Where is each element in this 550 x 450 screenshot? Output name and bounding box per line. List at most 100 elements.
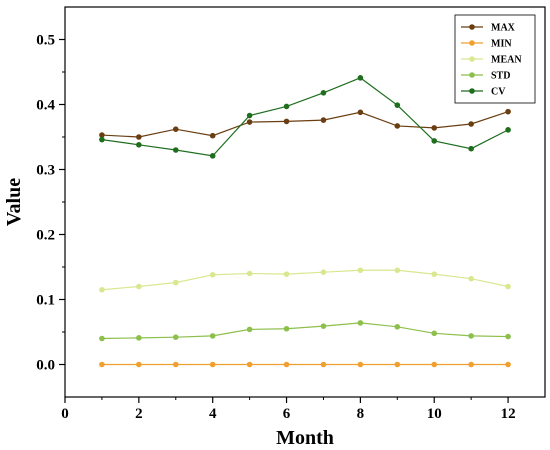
data-point-mean	[394, 267, 401, 274]
data-point-cv	[468, 145, 474, 152]
data-point-cv	[136, 142, 142, 148]
legend-label-min: MIN	[491, 39, 512, 50]
data-point-std	[209, 333, 216, 339]
legend-marker-min	[469, 40, 475, 46]
data-point-min	[431, 361, 438, 368]
y-tick-label: 0.5	[36, 33, 55, 49]
data-point-max	[99, 132, 105, 138]
data-point-std	[505, 333, 511, 340]
data-point-min	[357, 361, 364, 368]
series-line-mean	[101, 269, 509, 291]
data-point-min	[468, 361, 474, 368]
series-line-max	[101, 111, 509, 138]
data-point-cv	[209, 153, 216, 159]
legend-item-min: MIN	[461, 39, 512, 50]
data-point-std	[431, 330, 438, 337]
data-point-max	[246, 119, 253, 125]
data-point-cv	[394, 102, 401, 108]
data-point-cv	[99, 136, 105, 143]
legend: MAX MIN MEAN STD CV	[454, 14, 536, 104]
data-point-mean	[357, 267, 364, 274]
data-point-min	[172, 361, 179, 368]
y-tick-label: 0.4	[36, 98, 55, 114]
y-axis-title: Value	[3, 178, 25, 226]
y-axis: 0.0 0.1 0.2 0.3 0.4 0.5	[36, 33, 65, 374]
data-point-std	[357, 320, 364, 326]
y-tick-label: 0.0	[36, 358, 55, 374]
data-point-std	[246, 326, 253, 333]
series-line-std	[101, 322, 509, 340]
legend-marker-cv	[469, 88, 475, 94]
data-point-cv	[357, 75, 364, 81]
data-point-max	[394, 123, 401, 129]
data-point-min	[320, 361, 327, 368]
data-point-max	[505, 108, 511, 115]
data-point-cv	[505, 127, 511, 133]
data-point-mean	[468, 275, 474, 282]
data-point-max	[209, 132, 216, 139]
series-cv	[99, 75, 511, 159]
data-point-cv	[320, 90, 327, 96]
data-point-max	[431, 125, 438, 131]
legend-item-cv: CV	[461, 87, 506, 98]
data-point-max	[320, 117, 327, 123]
data-point-std	[283, 325, 290, 332]
data-point-min	[394, 361, 401, 368]
data-point-mean	[172, 279, 179, 286]
data-point-min	[99, 361, 105, 368]
data-point-cv	[246, 112, 253, 119]
legend-label-mean: MEAN	[491, 55, 522, 66]
series-min	[99, 361, 511, 368]
x-tick-label: 8	[357, 406, 365, 422]
data-point-std	[136, 335, 142, 341]
x-tick-label: 0	[61, 406, 69, 422]
data-point-std	[394, 324, 401, 330]
data-point-max	[283, 118, 290, 125]
data-point-mean	[320, 269, 327, 276]
x-tick-label: 6	[283, 406, 291, 422]
data-point-std	[99, 335, 105, 342]
data-point-std	[320, 323, 327, 329]
data-point-max	[468, 121, 474, 127]
y-tick-label: 0.3	[36, 163, 55, 179]
data-point-min	[136, 361, 142, 368]
data-point-min	[283, 361, 290, 368]
legend-marker-mean	[469, 56, 475, 62]
data-point-max	[357, 109, 364, 116]
series-line-cv	[101, 77, 509, 157]
legend-marker-max	[469, 24, 475, 30]
y-tick-label: 0.1	[36, 293, 55, 309]
legend-label-max: MAX	[491, 23, 516, 34]
x-tick-label: 12	[501, 406, 516, 422]
data-point-cv	[283, 103, 290, 110]
data-point-max	[172, 126, 179, 132]
x-tick-label: 2	[135, 406, 143, 422]
legend-item-std: STD	[461, 71, 510, 82]
data-point-mean	[136, 283, 142, 290]
x-axis-title: Month	[276, 427, 334, 449]
series-mean	[99, 267, 511, 293]
data-point-cv	[431, 138, 438, 144]
legend-item-mean: MEAN	[461, 55, 522, 66]
series-std	[99, 320, 511, 342]
y-tick-label: 0.2	[36, 228, 55, 244]
data-point-mean	[431, 271, 438, 277]
data-point-max	[136, 134, 142, 140]
legend-label-cv: CV	[491, 87, 506, 98]
data-point-min	[246, 361, 253, 368]
x-tick-label: 4	[209, 406, 217, 422]
data-point-std	[468, 333, 474, 339]
data-point-std	[172, 334, 179, 341]
data-point-mean	[283, 271, 290, 277]
data-point-cv	[172, 147, 179, 153]
legend-label-std: STD	[491, 71, 510, 82]
data-point-mean	[505, 283, 511, 290]
data-point-min	[505, 361, 511, 368]
data-point-mean	[209, 272, 216, 278]
legend-marker-std	[469, 72, 475, 78]
plot-area	[99, 75, 511, 368]
data-point-mean	[99, 286, 105, 293]
legend-item-max: MAX	[461, 23, 516, 34]
x-tick-label: 10	[427, 406, 442, 422]
